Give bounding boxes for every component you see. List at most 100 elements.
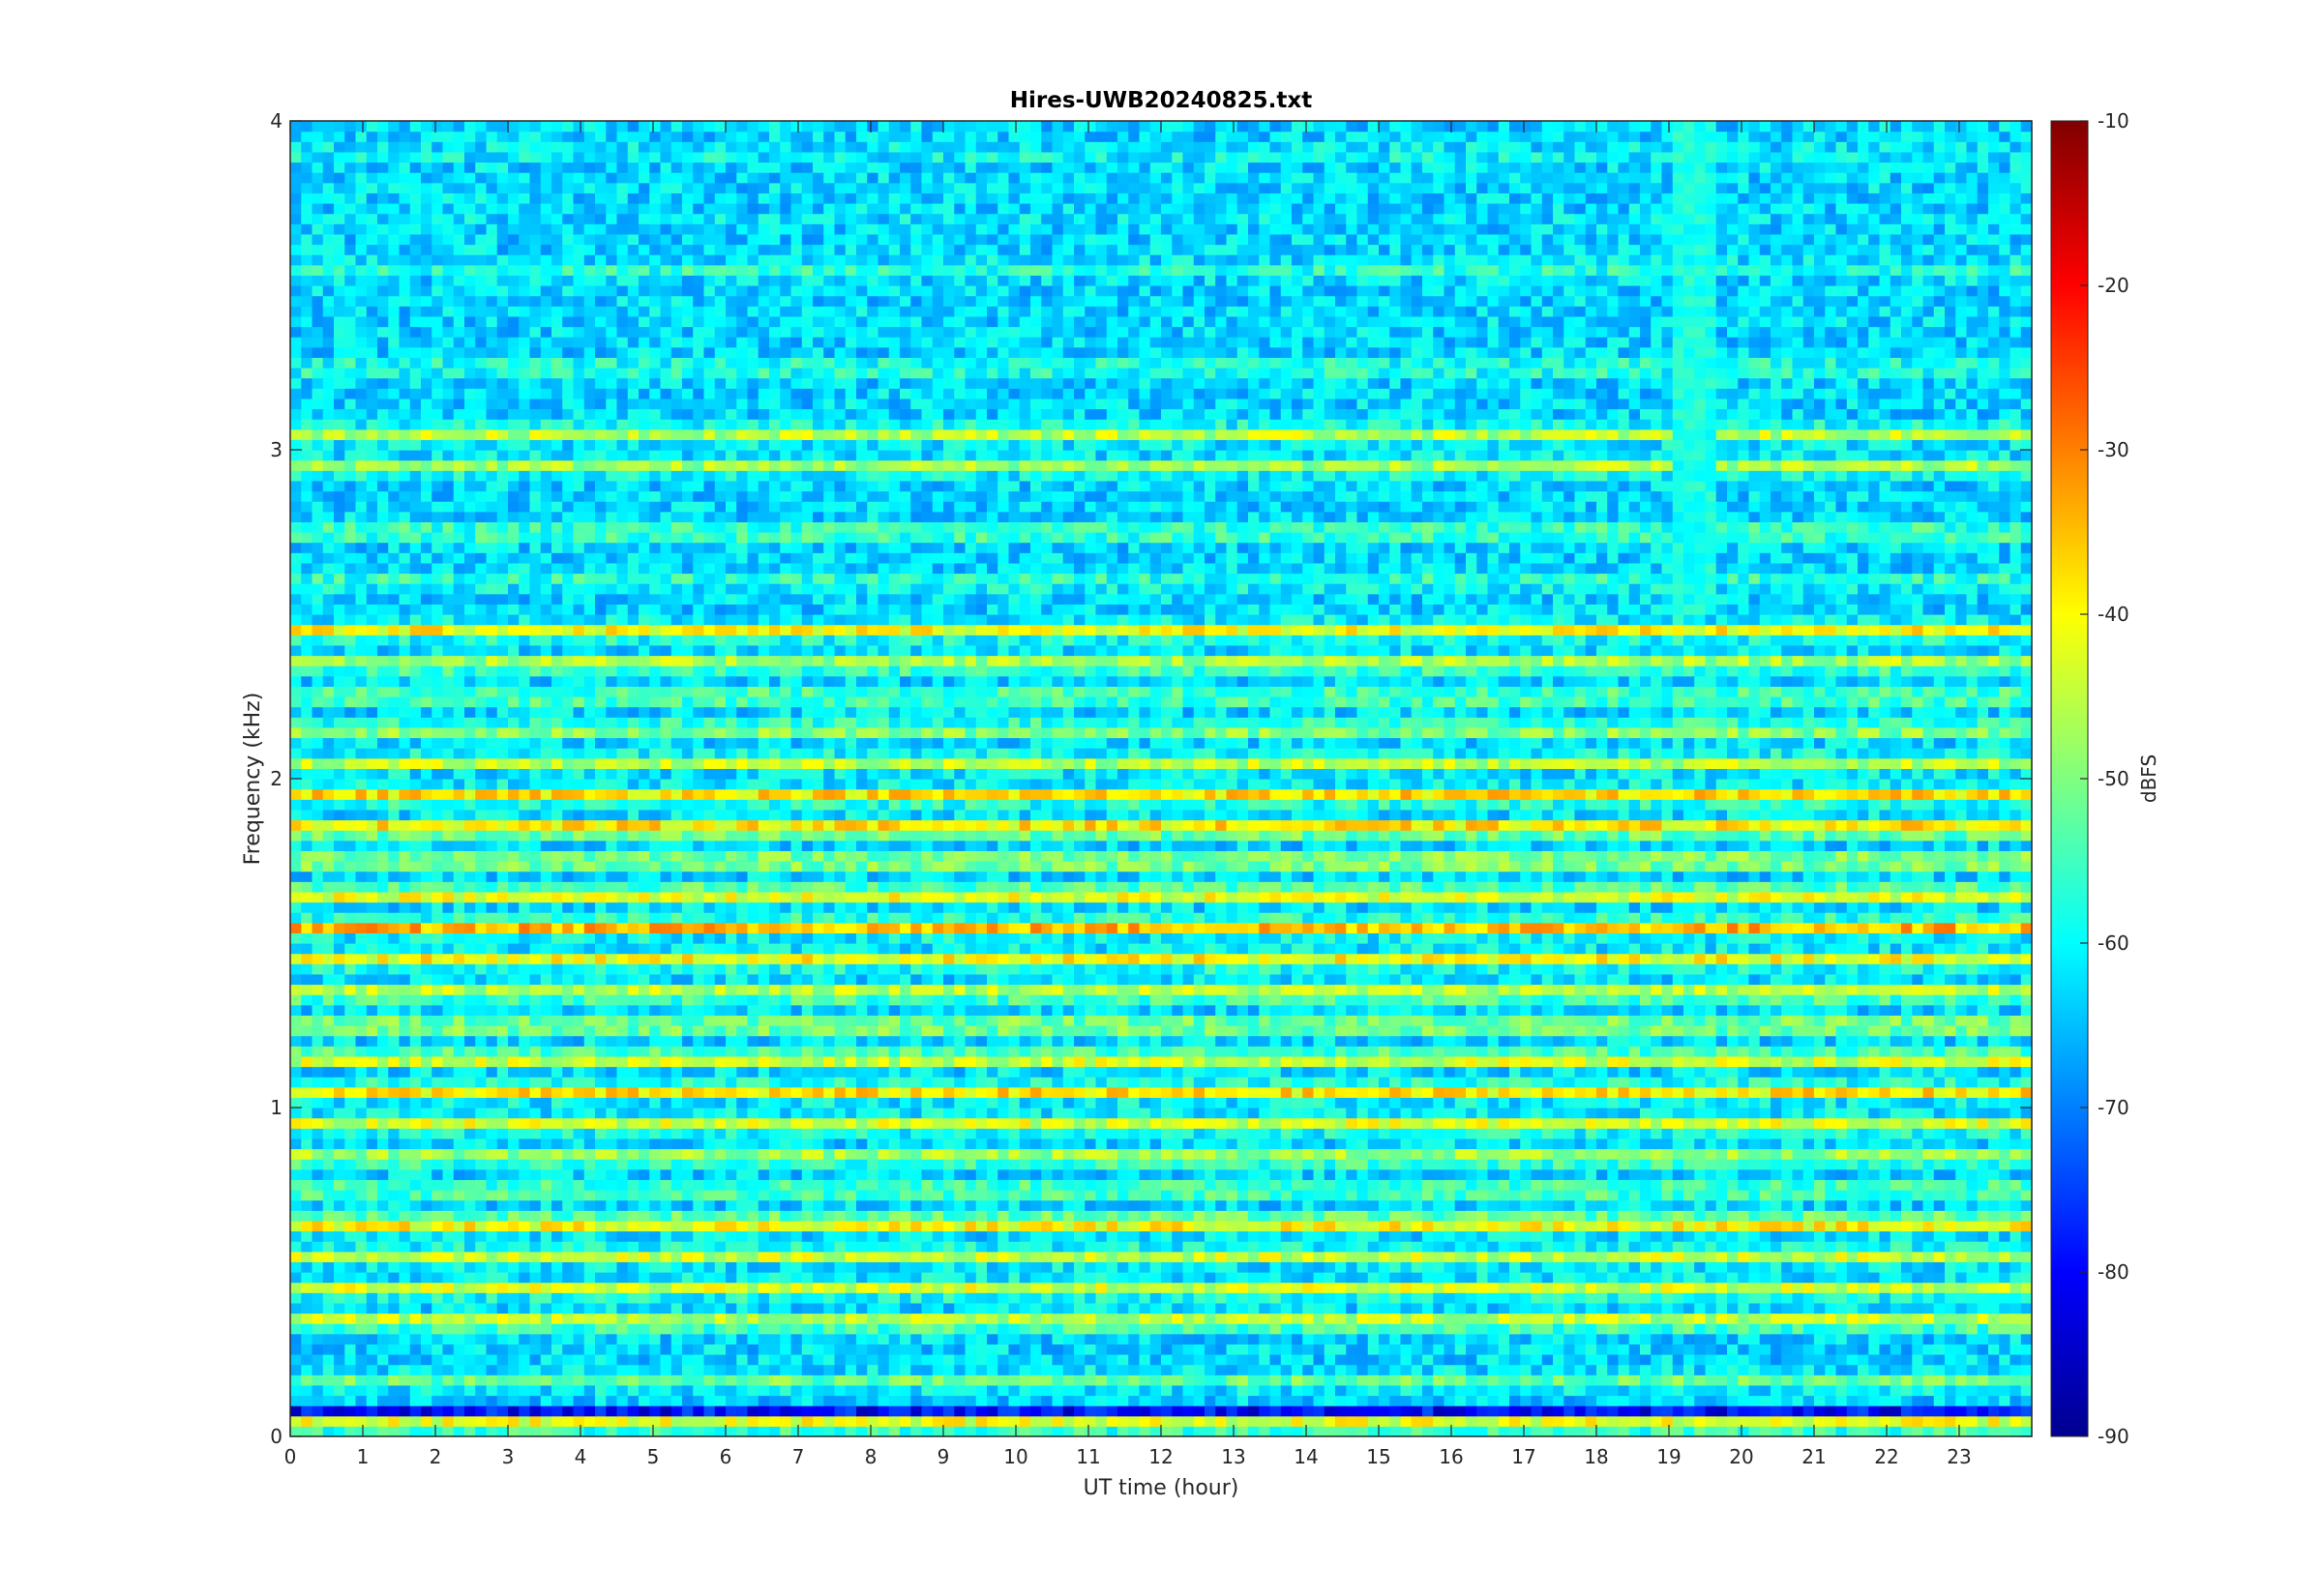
heatmap-cell [562,1385,574,1396]
heatmap-cell [356,1128,368,1138]
heatmap-cell [443,1303,455,1314]
heatmap-cell [1314,1334,1325,1345]
heatmap-cell [1030,1323,1042,1334]
heatmap-cell [301,1128,313,1138]
heatmap-cell [1858,1314,1869,1324]
heatmap-cell [769,1314,781,1324]
heatmap-cell [475,1334,487,1345]
heatmap-cell [301,1179,313,1190]
heatmap-cell [2021,1149,2033,1160]
heatmap-cell [1389,1200,1401,1211]
heatmap-cell [1923,1210,1935,1221]
heatmap-cell [323,1108,335,1118]
heatmap-cell [715,1344,727,1354]
heatmap-cell [813,1210,824,1221]
heatmap-cell [1389,1210,1401,1221]
heatmap-cell [759,1261,770,1272]
heatmap-cell [334,1179,345,1190]
heatmap-cell [1281,1385,1293,1396]
heatmap-cell [1945,1303,1956,1314]
heatmap-cell [1662,1169,1674,1180]
heatmap-cell [1607,1365,1619,1375]
heatmap-cell [323,1334,335,1345]
heatmap-cell [290,1128,302,1138]
heatmap-cell [1172,1190,1183,1200]
heatmap-cell [1662,1231,1674,1242]
heatmap-cell [1128,1149,1140,1160]
heatmap-cell [313,1241,324,1252]
heatmap-cell [1607,1149,1619,1160]
heatmap-cell [574,1344,585,1354]
heatmap-cell [1053,1374,1064,1385]
heatmap-cell [377,1252,389,1262]
heatmap-cell [704,1210,716,1221]
heatmap-cell [1248,1200,1260,1211]
heatmap-cell [606,1118,617,1129]
heatmap-cell [1140,1314,1151,1324]
heatmap-cell [377,1241,389,1252]
heatmap-cell [1955,1374,1967,1385]
heatmap-cell [759,1210,770,1221]
heatmap-cell [1346,1128,1357,1138]
heatmap-cell [1553,1385,1564,1396]
heatmap-cell [987,1344,998,1354]
heatmap-cell [1596,1128,1608,1138]
heatmap-cell [2010,1323,2022,1334]
heatmap-cell [1934,1261,1946,1272]
heatmap-cell [715,1179,727,1190]
heatmap-cell [1227,1261,1238,1272]
heatmap-cell [1281,1283,1293,1293]
heatmap-cell [530,1334,542,1345]
heatmap-cell [1596,1272,1608,1283]
heatmap-cell [400,1241,411,1252]
heatmap-cell [1248,1252,1260,1262]
heatmap-cell [464,1241,476,1252]
heatmap-cell [1923,1221,1935,1231]
heatmap-cell [562,1221,574,1231]
heatmap-cell [617,1159,629,1169]
heatmap-cell [1694,1272,1706,1283]
heatmap-cell [628,1231,640,1242]
heatmap-cell [617,1323,629,1334]
heatmap-cell [530,1396,542,1406]
heatmap-cell [791,1365,803,1375]
heatmap-cell [1793,1303,1804,1314]
heatmap-cell [1292,1365,1303,1375]
heatmap-cell [759,1334,770,1345]
heatmap-cell [1085,1396,1096,1406]
heatmap-cell [1379,1169,1390,1180]
heatmap-cell [562,1396,574,1406]
heatmap-cell [791,1252,803,1262]
heatmap-cell [1476,1221,1488,1231]
heatmap-cell [997,1334,1009,1345]
heatmap-cell [900,1252,911,1262]
heatmap-cell [1444,1344,1456,1354]
heatmap-cell [475,1118,487,1129]
heatmap-cell [867,1283,878,1293]
heatmap-cell [1738,1292,1749,1303]
heatmap-cell [1836,1241,1848,1252]
heatmap-cell [1999,1241,2010,1252]
heatmap-cell [748,1365,759,1375]
heatmap-cell [900,1200,911,1211]
heatmap-cell [1880,1210,1891,1221]
heatmap-cell [574,1374,585,1385]
heatmap-cell [1727,1354,1739,1365]
heatmap-cell [1096,1405,1108,1416]
heatmap-cell [997,1426,1009,1436]
heatmap-cell [1302,1303,1314,1314]
heatmap-cell [1455,1138,1467,1149]
heatmap-cell [748,1261,759,1272]
heatmap-cell [1205,1323,1216,1334]
heatmap-cell [497,1354,509,1365]
heatmap-cell [661,1261,672,1272]
heatmap-cell [661,1426,672,1436]
heatmap-cell [1063,1416,1075,1427]
heatmap-cell [639,1323,650,1334]
heatmap-cell [1389,1241,1401,1252]
heatmap-cell [1150,1323,1162,1334]
heatmap-cell [1063,1385,1075,1396]
heatmap-cell [530,1231,542,1242]
heatmap-cell [313,1344,324,1354]
heatmap-cell [1749,1272,1761,1283]
